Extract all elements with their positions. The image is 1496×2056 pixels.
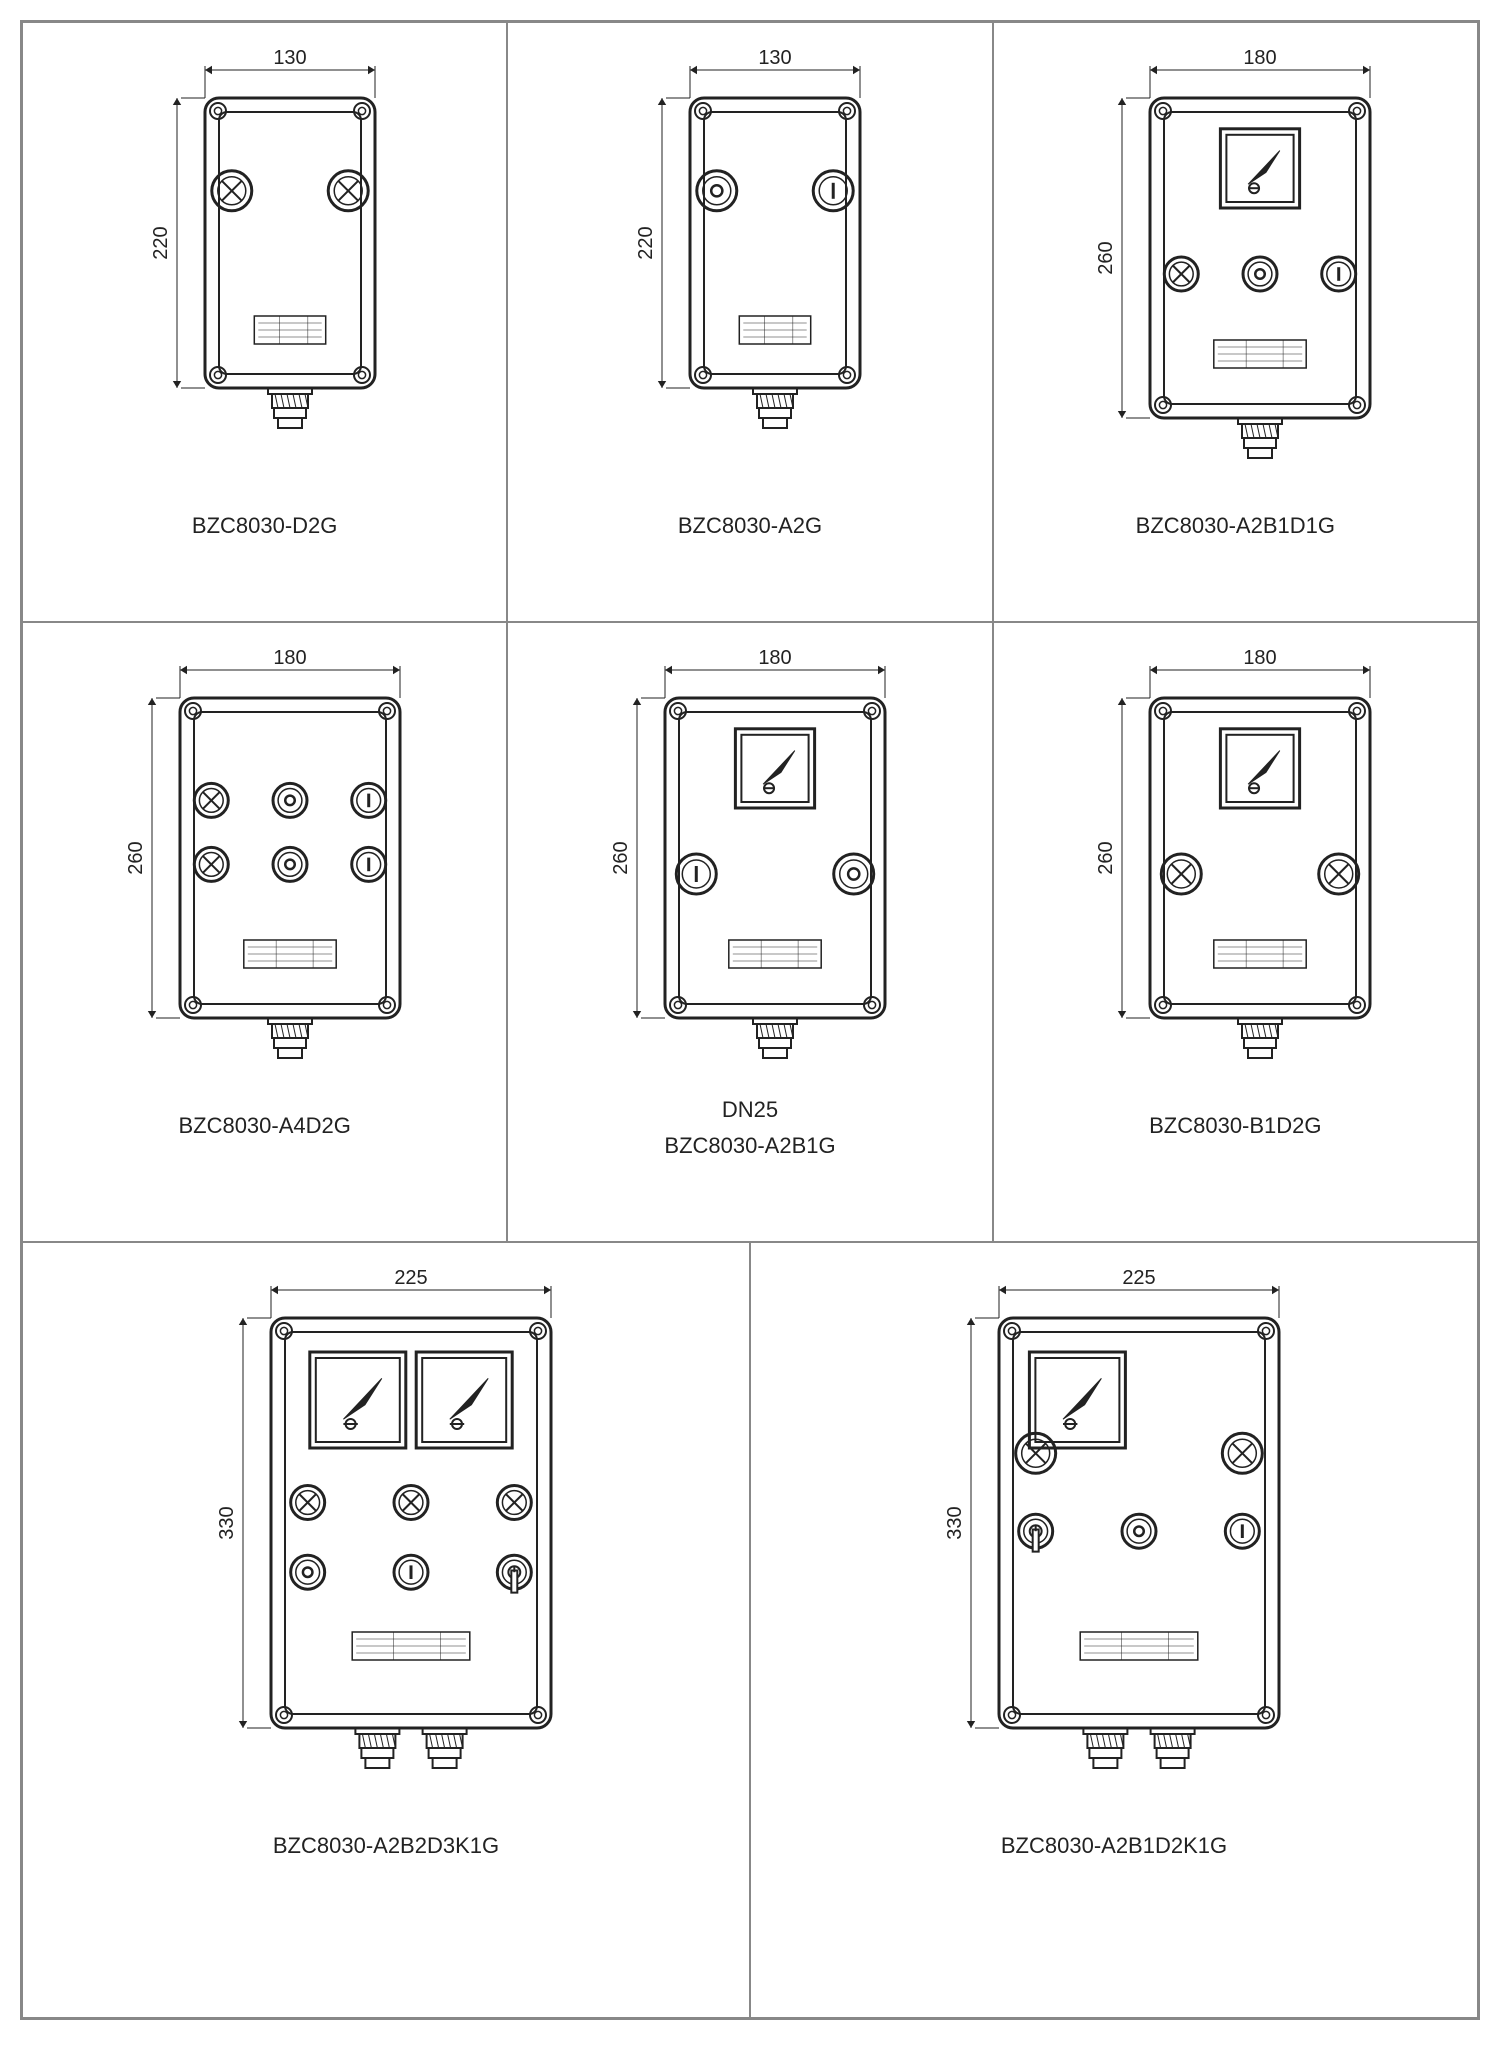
cell-a2b1d2k1g: 225 330 BZC8030-A2B1D2K1G <box>750 1242 1478 2018</box>
label-b1d2g: BZC8030-B1D2G <box>1149 1113 1321 1139</box>
cell-a4d2g: 180 260 BZC8030-A4D2G <box>22 622 507 1242</box>
label-a2b2d3k1g: BZC8030-A2B2D3K1G <box>273 1833 499 1859</box>
cell-a2b1g: 180260DN25BZC8030-A2B1G <box>507 622 992 1242</box>
svg-text:260: 260 <box>1095 241 1117 274</box>
label-a2g: BZC8030-A2G <box>678 513 822 539</box>
label-d2g: BZC8030-D2G <box>192 513 338 539</box>
svg-text:225: 225 <box>394 1267 427 1289</box>
drawing-b1d2g: 180 260 <box>1025 643 1445 1103</box>
svg-text:225: 225 <box>1122 1267 1155 1289</box>
drawing-a2b1g: 180 260 <box>540 643 960 1103</box>
svg-text:130: 130 <box>758 47 791 69</box>
drawing-a2b2d3k1g: 225 330 <box>171 1263 601 1823</box>
drawing-a2b1d1g: 180 260 <box>1025 43 1445 503</box>
svg-text:180: 180 <box>758 647 791 669</box>
svg-text:180: 180 <box>1244 647 1277 669</box>
product-grid: 130 220 BZC8030-D2G 130 220 BZC8030-A2G 180 260… <box>20 20 1480 2020</box>
label-a2b1d1g: BZC8030-A2B1D1G <box>1136 513 1335 539</box>
svg-text:220: 220 <box>635 226 657 259</box>
label-a2b1d2k1g: BZC8030-A2B1D2K1G <box>1001 1833 1227 1859</box>
svg-text:260: 260 <box>125 841 147 874</box>
svg-text:130: 130 <box>273 47 306 69</box>
svg-text:220: 220 <box>150 226 172 259</box>
cell-a2b1d1g: 180 260 BZC8030-A2B1D1G <box>993 22 1478 622</box>
svg-text:180: 180 <box>1244 47 1277 69</box>
drawing-a4d2g: 180 260 <box>55 643 475 1103</box>
cell-d2g: 130 220 BZC8030-D2G <box>22 22 507 622</box>
drawing-a2g: 130 220 <box>540 43 960 503</box>
svg-text:330: 330 <box>944 1506 966 1539</box>
cell-a2g: 130 220 BZC8030-A2G <box>507 22 992 622</box>
svg-text:260: 260 <box>610 841 632 874</box>
drawing-d2g: 130 220 <box>55 43 475 503</box>
label-a2b1g: BZC8030-A2B1G <box>664 1133 835 1159</box>
svg-text:330: 330 <box>216 1506 238 1539</box>
label-a4d2g: BZC8030-A4D2G <box>178 1113 350 1139</box>
cell-b1d2g: 180 260 BZC8030-B1D2G <box>993 622 1478 1242</box>
svg-text:260: 260 <box>1095 841 1117 874</box>
cell-a2b2d3k1g: 225 330 BZC8030-A2B2D3K1G <box>22 1242 750 2018</box>
drawing-a2b1d2k1g: 225 330 <box>899 1263 1329 1823</box>
svg-text:180: 180 <box>273 647 306 669</box>
page: 130 220 BZC8030-D2G 130 220 BZC8030-A2G 180 260… <box>0 20 1496 2056</box>
